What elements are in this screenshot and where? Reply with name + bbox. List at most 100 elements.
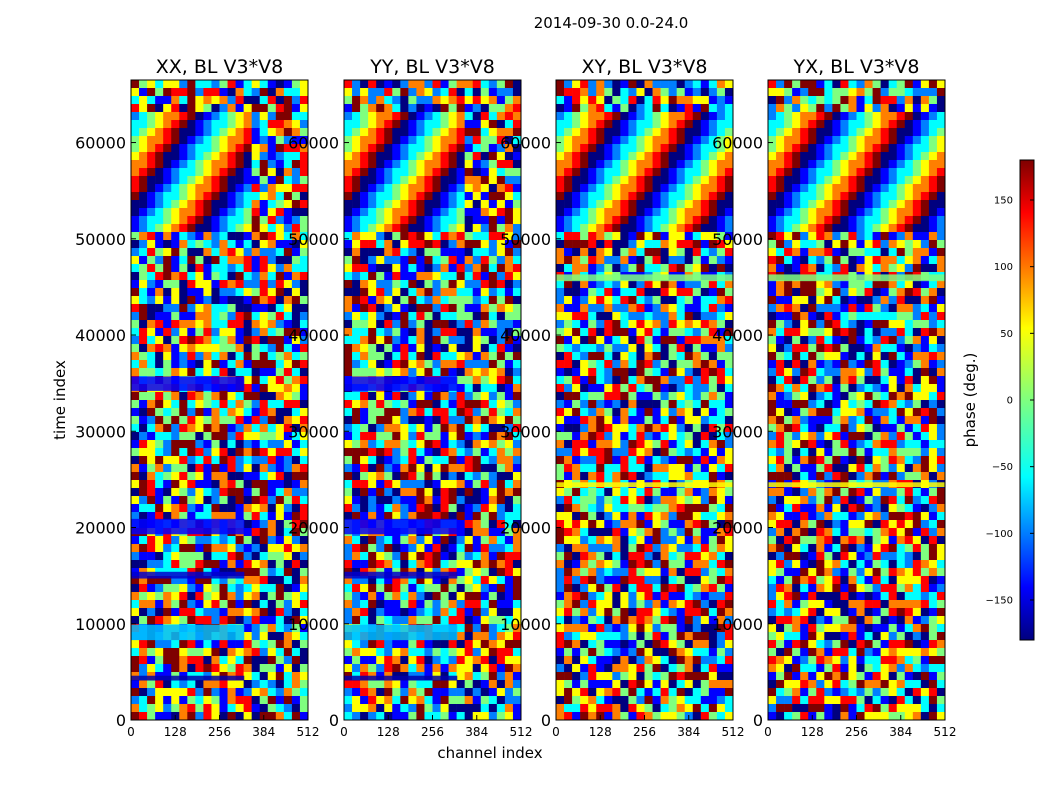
phase-cell — [179, 496, 188, 505]
phase-cell — [456, 200, 465, 209]
phase-cell — [488, 336, 498, 345]
phase-cell — [384, 248, 393, 257]
phase-cell — [448, 360, 457, 369]
phase-cell — [440, 344, 449, 353]
phase-cell — [251, 712, 261, 721]
phase-cell — [376, 296, 385, 305]
phase-cell — [440, 184, 449, 193]
phase-cell — [424, 144, 433, 153]
phase-cell — [400, 688, 409, 697]
phase-cell — [376, 208, 385, 217]
phase-cell — [299, 608, 309, 617]
phase-cell — [195, 512, 204, 521]
phase-cell — [259, 312, 269, 321]
phase-cell — [235, 392, 244, 401]
phase-cell — [235, 600, 244, 609]
phase-cell — [684, 168, 694, 177]
phase-cell — [432, 352, 441, 361]
phase-cell — [275, 424, 285, 433]
phase-cell — [556, 432, 565, 441]
phase-cell — [464, 128, 474, 137]
phase-cell — [708, 528, 718, 537]
phase-cell — [636, 80, 645, 89]
phase-cell — [259, 576, 269, 585]
phase-cell — [652, 80, 661, 89]
phase-cell — [299, 664, 309, 673]
phase-cell — [275, 688, 285, 697]
phase-cell — [580, 488, 589, 497]
phase-cell — [472, 336, 482, 345]
phase-cell — [267, 160, 277, 169]
phase-cell — [480, 472, 490, 481]
phase-cell — [275, 216, 285, 225]
phase-cell — [580, 504, 589, 513]
phase-cell — [700, 120, 710, 129]
phase-cell — [368, 192, 377, 201]
phase-cell — [448, 480, 457, 489]
phase-cell — [588, 312, 597, 321]
phase-cell — [432, 88, 441, 97]
phase-cell — [636, 88, 645, 97]
phase-cell — [384, 536, 393, 545]
phase-cell — [472, 416, 482, 425]
phase-cell — [195, 488, 204, 497]
phase-cell — [211, 232, 220, 241]
phase-cell — [235, 200, 244, 209]
phase-cell — [259, 168, 269, 177]
phase-cell — [219, 512, 228, 521]
phase-cell — [147, 96, 156, 105]
phase-cell — [283, 256, 293, 265]
phase-cell — [512, 400, 522, 409]
phase-cell — [652, 184, 661, 193]
phase-cell — [291, 320, 301, 329]
phase-cell — [424, 256, 433, 265]
phase-cell — [400, 416, 409, 425]
phase-cell — [392, 400, 401, 409]
phase-cell — [187, 176, 196, 185]
phase-cell — [352, 232, 361, 241]
phase-cell — [344, 216, 353, 225]
phase-cell — [392, 584, 401, 593]
phase-cell — [504, 616, 514, 625]
phase-cell — [171, 512, 180, 521]
phase-cell — [496, 688, 506, 697]
phase-cell — [283, 520, 293, 529]
phase-cell — [219, 320, 228, 329]
phase-cell — [227, 600, 236, 609]
phase-cell — [360, 296, 369, 305]
phase-cell — [283, 400, 293, 409]
phase-cell — [243, 80, 252, 89]
phase-cell — [668, 96, 677, 105]
phase-cell — [668, 528, 677, 537]
phase-cell — [195, 656, 204, 665]
phase-cell — [496, 424, 506, 433]
phase-cell — [556, 488, 565, 497]
phase-cell — [512, 408, 522, 417]
phase-cell — [400, 544, 409, 553]
phase-cell — [259, 504, 269, 513]
phase-cell — [480, 408, 490, 417]
phase-cell — [416, 192, 425, 201]
phase-cell — [504, 664, 514, 673]
phase-cell — [360, 544, 369, 553]
phase-cell — [291, 160, 301, 169]
phase-cell — [187, 368, 196, 377]
phase-cell — [155, 112, 164, 121]
phase-cell — [644, 352, 653, 361]
phase-cell — [251, 320, 261, 329]
phase-cell — [564, 432, 573, 441]
phase-cell — [227, 128, 236, 137]
phase-cell — [171, 128, 180, 137]
phase-cell — [416, 656, 425, 665]
phase-cell — [259, 624, 269, 633]
phase-cell — [708, 112, 718, 121]
phase-cell — [368, 616, 377, 625]
phase-cell — [179, 368, 188, 377]
phase-cell — [171, 352, 180, 361]
phase-cell — [408, 640, 417, 649]
phase-cell — [620, 520, 629, 529]
phase-cell — [724, 280, 734, 289]
phase-cell — [187, 592, 196, 601]
phase-cell — [448, 440, 457, 449]
phase-cell — [504, 136, 514, 145]
